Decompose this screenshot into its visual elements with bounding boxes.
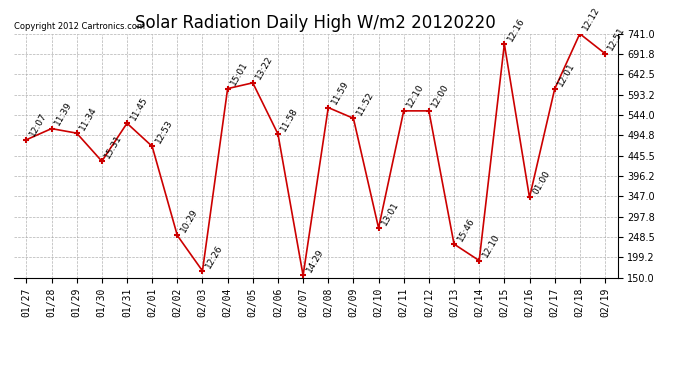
Text: 12:51: 12:51 xyxy=(607,26,627,52)
Text: 10:29: 10:29 xyxy=(179,207,199,234)
Text: 12:16: 12:16 xyxy=(506,16,526,43)
Text: 15:46: 15:46 xyxy=(455,216,476,243)
Text: 11:39: 11:39 xyxy=(53,100,74,127)
Text: 12:01: 12:01 xyxy=(556,61,577,88)
Text: 12:10: 12:10 xyxy=(480,232,501,259)
Text: 11:45: 11:45 xyxy=(128,95,149,122)
Text: 11:58: 11:58 xyxy=(279,106,300,133)
Text: 11:52: 11:52 xyxy=(355,90,375,117)
Text: 15:31: 15:31 xyxy=(104,133,124,160)
Text: 13:01: 13:01 xyxy=(380,200,401,226)
Text: 12:53: 12:53 xyxy=(154,118,174,145)
Text: 13:22: 13:22 xyxy=(254,55,275,81)
Text: 14:29: 14:29 xyxy=(304,248,325,274)
Text: 12:12: 12:12 xyxy=(581,6,602,32)
Text: 01:00: 01:00 xyxy=(531,169,551,196)
Text: 12:10: 12:10 xyxy=(405,82,426,110)
Text: 15:01: 15:01 xyxy=(229,60,250,87)
Text: 11:59: 11:59 xyxy=(330,79,351,106)
Text: 12:26: 12:26 xyxy=(204,243,224,270)
Text: 12:00: 12:00 xyxy=(431,82,451,110)
Title: Solar Radiation Daily High W/m2 20120220: Solar Radiation Daily High W/m2 20120220 xyxy=(135,14,496,32)
Text: Copyright 2012 Cartronics.com: Copyright 2012 Cartronics.com xyxy=(14,22,145,32)
Text: 11:34: 11:34 xyxy=(78,105,99,132)
Text: 12:07: 12:07 xyxy=(28,111,48,138)
